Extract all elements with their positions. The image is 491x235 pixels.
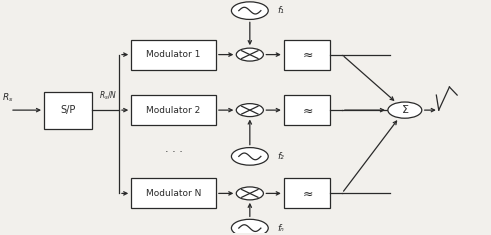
Text: Modulator 1: Modulator 1 xyxy=(146,50,201,59)
Text: $R_s/N$: $R_s/N$ xyxy=(99,90,117,102)
Bar xyxy=(131,39,216,70)
Text: Modulator 2: Modulator 2 xyxy=(146,106,201,115)
Text: f₁: f₁ xyxy=(277,6,284,15)
Circle shape xyxy=(231,219,268,235)
Bar xyxy=(131,95,216,125)
Bar xyxy=(44,92,92,129)
Circle shape xyxy=(236,104,263,117)
Circle shape xyxy=(231,2,268,20)
Circle shape xyxy=(388,102,422,118)
Text: $\approx$: $\approx$ xyxy=(300,187,314,200)
Circle shape xyxy=(231,148,268,165)
Text: $\Sigma$: $\Sigma$ xyxy=(401,103,409,115)
Text: f₂: f₂ xyxy=(277,152,284,161)
Text: $\approx$: $\approx$ xyxy=(300,104,314,117)
Circle shape xyxy=(236,48,263,61)
Text: $\approx$: $\approx$ xyxy=(300,48,314,61)
Text: $R_s$: $R_s$ xyxy=(2,91,13,104)
Bar xyxy=(284,178,330,208)
Bar xyxy=(284,95,330,125)
Bar xyxy=(284,39,330,70)
Circle shape xyxy=(236,187,263,200)
Text: S/P: S/P xyxy=(60,105,76,115)
Bar xyxy=(131,178,216,208)
Text: · · ·: · · · xyxy=(164,147,183,157)
Text: Modulator N: Modulator N xyxy=(146,189,201,198)
Text: fₙ: fₙ xyxy=(277,224,284,233)
